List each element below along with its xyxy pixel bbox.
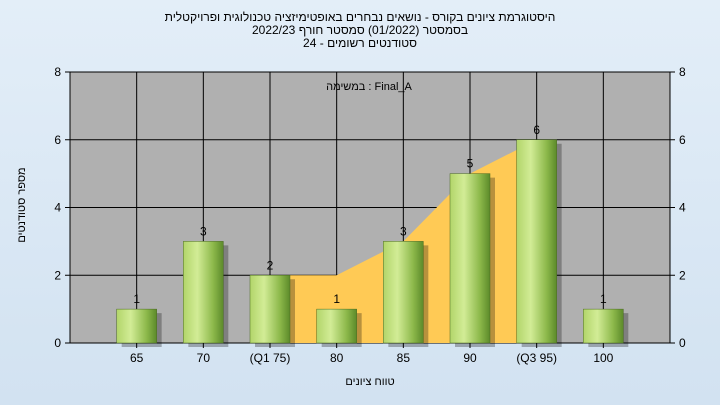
bar-3 [316, 308, 357, 344]
y-tick-label-left-4: 4 [54, 201, 61, 215]
y-tick-label-left-8: 8 [54, 65, 61, 79]
x-tick-label-2: (Q1 75) [250, 351, 291, 365]
chart-annotation: במשימה : Final_A [326, 81, 412, 93]
bar-4 [383, 241, 424, 344]
x-tick-label-7: 100 [593, 351, 613, 365]
bar-2 [249, 275, 291, 344]
title-line-3: סטודנטים רשומים - 24 [303, 36, 417, 50]
y-tick-label-right-0: 0 [679, 336, 686, 350]
y-tick-label-right-8: 8 [679, 65, 686, 79]
bar-value-label-2: 2 [267, 258, 274, 272]
title-line-1: היסטוגרמת ציונים בקורס - נושאים נבחרים ב… [164, 10, 556, 24]
bar-6 [516, 139, 557, 344]
y-tick-label-left-6: 6 [54, 133, 61, 147]
y-tick-label-left-0: 0 [54, 336, 61, 350]
bar-1 [183, 241, 224, 344]
bar-value-label-0: 1 [133, 292, 140, 306]
x-tick-label-5: 90 [463, 351, 477, 365]
x-tick-label-0: 65 [130, 351, 144, 365]
bar-value-label-7: 1 [600, 292, 607, 306]
bar-0 [116, 308, 157, 344]
chart-title: היסטוגרמת ציונים בקורס - נושאים נבחרים ב… [0, 11, 720, 50]
x-tick-label-4: 85 [397, 351, 411, 365]
y-tick-label-left-2: 2 [54, 268, 61, 282]
bar-7 [583, 308, 624, 344]
x-axis-label: טווח ציונים [345, 376, 395, 388]
x-tick-label-3: 80 [330, 351, 344, 365]
x-tick-label-1: 70 [197, 351, 211, 365]
bar-value-label-4: 3 [400, 224, 407, 238]
bar-value-label-3: 1 [333, 292, 340, 306]
y-axis-label: מספר סטודנטים [16, 167, 28, 243]
y-tick-label-right-2: 2 [679, 268, 686, 282]
title-line-2: בסמסטר (01/2022) סמסטר חורף 2022/23 [251, 23, 469, 37]
bar-value-label-5: 5 [467, 157, 474, 171]
x-tick-label-6: (Q3 95) [516, 351, 557, 365]
y-tick-label-right-6: 6 [679, 133, 686, 147]
bar-5 [449, 173, 491, 344]
bar-value-label-1: 3 [200, 224, 207, 238]
y-tick-label-right-4: 4 [679, 201, 686, 215]
bar-value-label-6: 6 [533, 123, 540, 137]
